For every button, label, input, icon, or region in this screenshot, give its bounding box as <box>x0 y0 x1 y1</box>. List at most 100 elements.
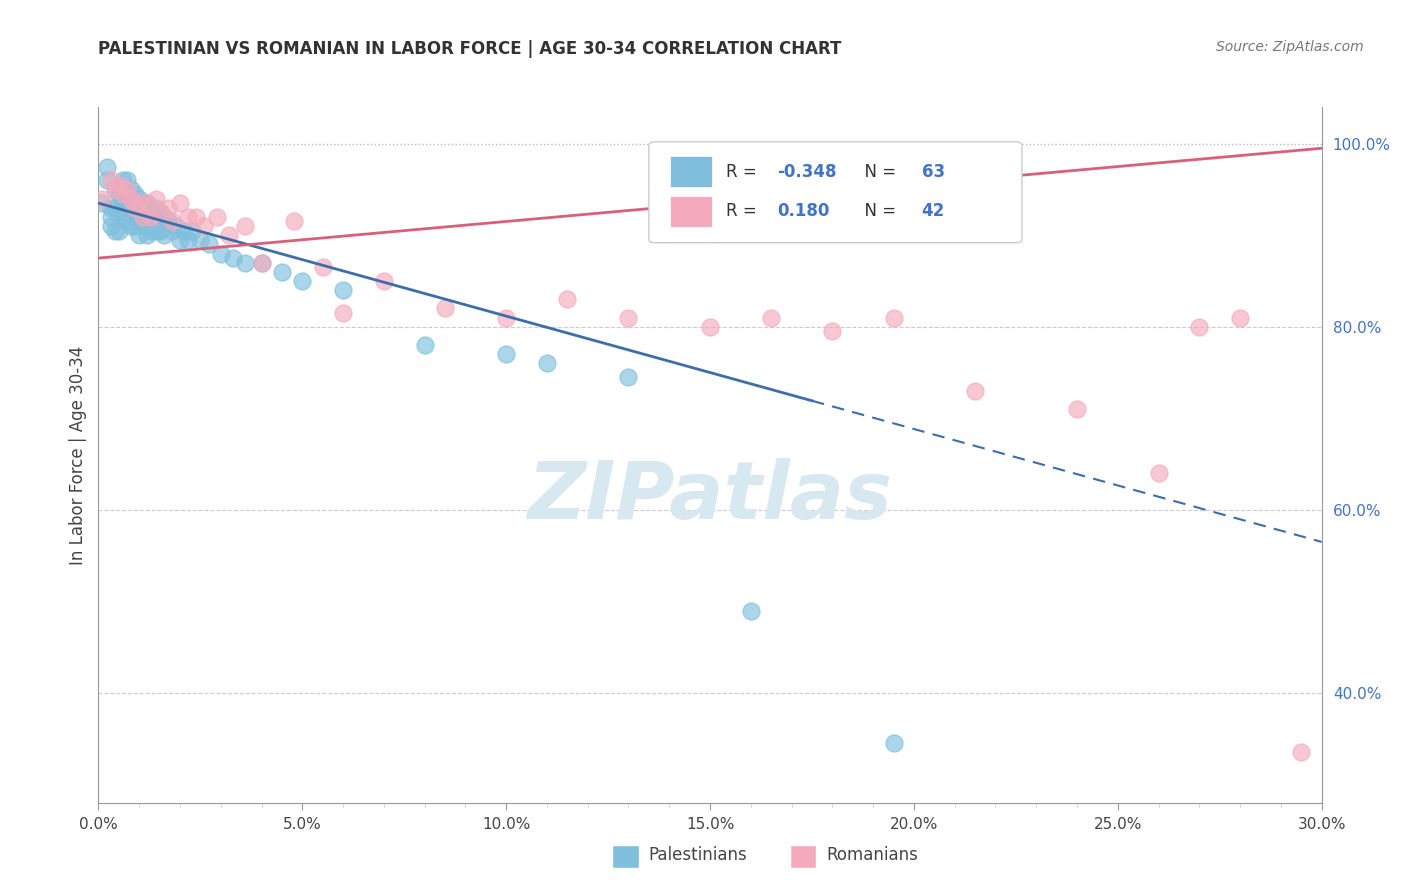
Point <box>193 219 215 233</box>
Point <box>91 196 114 211</box>
Text: PALESTINIAN VS ROMANIAN IN LABOR FORCE | AGE 30-34 CORRELATION CHART: PALESTINIAN VS ROMANIAN IN LABOR FORCE |… <box>98 40 842 58</box>
Point <box>250 255 273 269</box>
Point <box>156 201 179 215</box>
Point <box>115 187 138 202</box>
Point <box>413 338 436 352</box>
Point <box>177 210 200 224</box>
Point <box>160 224 183 238</box>
Point <box>104 224 127 238</box>
Point <box>104 201 127 215</box>
Point <box>136 196 159 211</box>
Point <box>156 214 179 228</box>
Point <box>111 187 134 202</box>
Text: 0.180: 0.180 <box>778 202 830 220</box>
Point <box>291 274 314 288</box>
Point <box>96 160 118 174</box>
Point <box>120 219 142 233</box>
Point <box>283 214 305 228</box>
Point <box>124 201 146 215</box>
Point <box>100 219 122 233</box>
Point <box>132 210 155 224</box>
Point <box>617 370 640 384</box>
Text: R =: R = <box>725 162 762 181</box>
Point <box>111 173 134 187</box>
Point <box>165 219 187 233</box>
Point <box>188 233 212 247</box>
Point <box>1291 746 1313 760</box>
Point <box>373 274 395 288</box>
Point <box>699 319 721 334</box>
Point <box>145 224 167 238</box>
Point <box>233 219 256 233</box>
Point <box>218 228 240 243</box>
Point <box>149 205 172 219</box>
Point <box>160 214 183 228</box>
Point <box>434 301 457 316</box>
Point <box>536 356 558 370</box>
Point <box>91 192 114 206</box>
Point <box>883 736 905 750</box>
Point <box>120 201 142 215</box>
Point <box>270 265 294 279</box>
Point <box>141 205 163 219</box>
Point <box>557 293 579 307</box>
Point <box>169 196 191 211</box>
Text: 63: 63 <box>922 162 945 181</box>
Point <box>141 210 163 224</box>
Point <box>1066 402 1088 417</box>
Point <box>141 224 163 238</box>
Point <box>495 347 517 361</box>
Point <box>205 210 228 224</box>
Point <box>115 196 138 211</box>
Text: Romanians: Romanians <box>827 846 918 864</box>
Point <box>124 219 146 233</box>
Point <box>108 224 131 238</box>
Text: N =: N = <box>855 162 901 181</box>
Point <box>108 178 131 192</box>
Point <box>149 205 172 219</box>
Point <box>115 182 138 196</box>
Point <box>1147 467 1170 481</box>
Bar <box>669 195 713 227</box>
Point <box>128 192 150 206</box>
Point <box>115 173 138 187</box>
Point <box>181 224 204 238</box>
Point <box>312 260 335 275</box>
Text: ZIPatlas: ZIPatlas <box>527 458 893 536</box>
Point <box>761 310 783 325</box>
Point <box>111 210 134 224</box>
Point <box>128 228 150 243</box>
Point <box>111 192 134 206</box>
Point <box>222 251 245 265</box>
Point <box>128 196 150 211</box>
Point <box>145 192 167 206</box>
Point <box>740 603 762 617</box>
Point <box>132 214 155 228</box>
Point <box>209 246 232 260</box>
Text: R =: R = <box>725 202 762 220</box>
Point <box>100 173 122 187</box>
Point <box>96 173 118 187</box>
Point <box>108 187 131 202</box>
Point <box>104 182 127 196</box>
Text: -0.348: -0.348 <box>778 162 837 181</box>
Point <box>197 237 219 252</box>
Point <box>115 214 138 228</box>
Text: Source: ZipAtlas.com: Source: ZipAtlas.com <box>1216 40 1364 54</box>
Point <box>821 324 844 338</box>
Point <box>108 205 131 219</box>
Point <box>152 210 174 224</box>
Point <box>332 283 354 297</box>
Point <box>1229 310 1251 325</box>
Point <box>120 192 142 206</box>
Bar <box>790 846 817 868</box>
Point <box>100 210 122 224</box>
Point <box>495 310 517 325</box>
Point <box>120 182 142 196</box>
Point <box>173 224 195 238</box>
Point <box>617 310 640 325</box>
Point <box>332 306 354 320</box>
Point <box>152 228 174 243</box>
Point <box>177 233 200 247</box>
FancyBboxPatch shape <box>650 142 1022 243</box>
